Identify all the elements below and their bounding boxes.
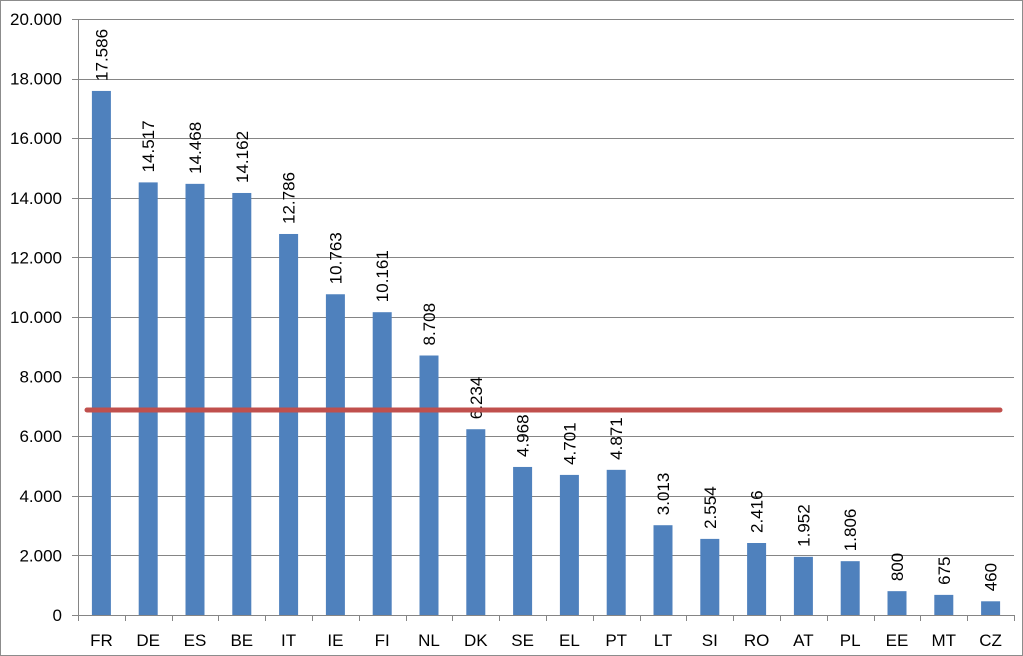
x-tick-label: SI: [702, 631, 718, 650]
data-label: 6.234: [467, 377, 486, 420]
axes: [78, 19, 1014, 616]
x-tick-label: BE: [230, 631, 253, 650]
y-tick-label: 14.000: [10, 189, 62, 208]
data-label: 1.806: [841, 509, 860, 552]
x-tick-label: SE: [511, 631, 534, 650]
x-tick-label: IE: [327, 631, 343, 650]
data-label: 4.701: [560, 422, 579, 465]
y-tick-label: 18.000: [10, 70, 62, 89]
x-tick-label: EE: [886, 631, 909, 650]
bar: [138, 182, 158, 615]
data-label: 12.786: [280, 172, 299, 224]
bar: [653, 525, 673, 615]
y-tick-label: 12.000: [10, 248, 62, 267]
y-tick-label: 8.000: [19, 368, 62, 387]
data-label: 675: [935, 557, 954, 585]
bar: [840, 561, 860, 615]
bar: [466, 429, 486, 615]
bar: [887, 591, 907, 615]
bar: [793, 556, 813, 615]
x-axis-tick-labels: FR DE ES BE IT IE FI NL DK SE EL PT LT SI RO AT PL EE MT CZ: [78, 615, 1015, 650]
bar: [700, 538, 720, 615]
data-label: 10.763: [326, 232, 345, 284]
data-label: 2.416: [748, 490, 767, 533]
x-tick-label: MT: [932, 631, 957, 650]
x-tick-label: CZ: [979, 631, 1002, 650]
x-tick-label: ES: [184, 631, 207, 650]
bar: [372, 312, 392, 615]
x-tick-label: PL: [840, 631, 861, 650]
data-label: 3.013: [654, 473, 673, 516]
bar: [91, 90, 111, 616]
data-label: 14.162: [233, 131, 252, 183]
data-label: 4.871: [607, 417, 626, 460]
x-tick-label: FR: [90, 631, 113, 650]
bar: [325, 294, 345, 615]
y-tick-label: 20.000: [10, 10, 62, 29]
bar: [419, 355, 439, 615]
data-label: 14.468: [186, 122, 205, 174]
data-label: 8.708: [420, 303, 439, 346]
y-tick-label: 10.000: [10, 308, 62, 327]
x-tick-label: IT: [281, 631, 296, 650]
data-label: 460: [982, 563, 1001, 591]
x-tick-label: FI: [375, 631, 390, 650]
gridlines: [78, 19, 1014, 556]
bar: [232, 192, 252, 615]
x-tick-label: PT: [605, 631, 627, 650]
y-axis-tick-labels: 0 2.000 4.000 6.000 8.000 10.000 12.000 14.000 1…: [10, 10, 78, 625]
bars: [91, 90, 1001, 616]
bar: [606, 469, 626, 615]
data-label: 17.586: [92, 29, 111, 81]
x-tick-label: AT: [793, 631, 813, 650]
data-label: 14.517: [139, 120, 158, 172]
bar: [981, 601, 1001, 615]
bar: [934, 594, 954, 615]
data-label: 800: [888, 553, 907, 581]
x-tick-label: NL: [418, 631, 440, 650]
x-tick-label: RO: [744, 631, 770, 650]
data-label: 2.554: [701, 486, 720, 529]
data-label: 4.968: [514, 414, 533, 457]
y-tick-label: 0: [53, 606, 62, 625]
y-tick-label: 16.000: [10, 129, 62, 148]
x-tick-label: DK: [464, 631, 488, 650]
y-tick-label: 4.000: [19, 487, 62, 506]
data-label: 10.161: [373, 250, 392, 302]
bar: [279, 233, 299, 615]
x-tick-label: DE: [136, 631, 160, 650]
y-tick-label: 2.000: [19, 546, 62, 565]
bar: [559, 474, 579, 615]
x-tick-label: EL: [559, 631, 580, 650]
x-tick-label: LT: [654, 631, 673, 650]
data-labels: 17.586 14.517 14.468 14.162 12.786 10.763 10.1…: [92, 29, 1000, 591]
bar: [747, 543, 767, 615]
y-tick-label: 6.000: [19, 427, 62, 446]
data-label: 1.952: [794, 504, 813, 547]
bar: [185, 183, 205, 615]
bar: [513, 466, 533, 615]
